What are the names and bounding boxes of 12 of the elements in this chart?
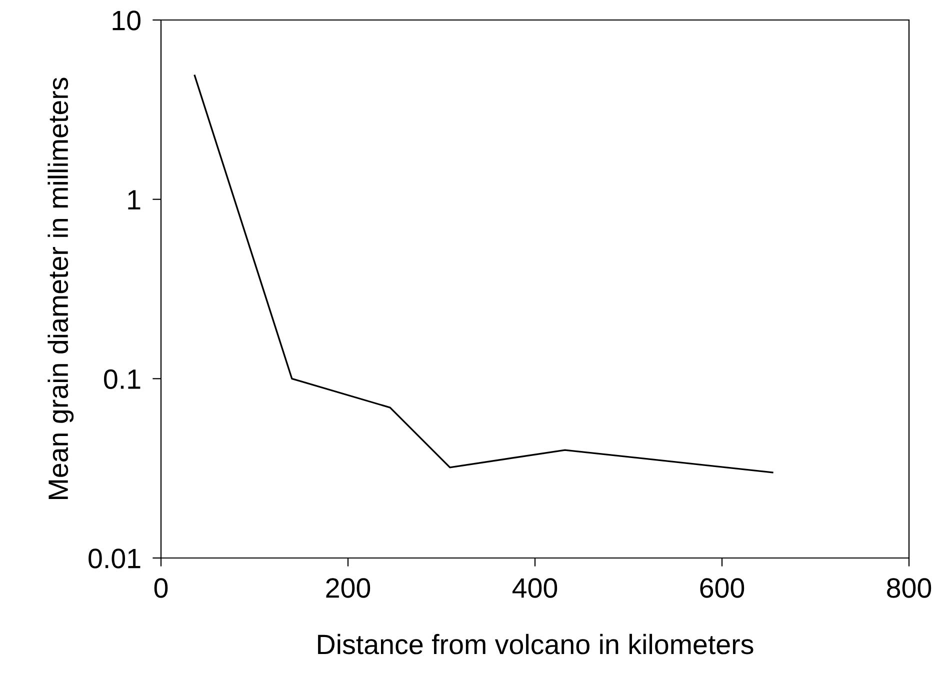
y-tick-label: 10 bbox=[112, 10, 140, 30]
y-tick-label: 0.01 bbox=[88, 548, 140, 568]
x-tick-label: 400 bbox=[512, 578, 558, 598]
line-series bbox=[194, 74, 774, 474]
y-axis-title: Mean grain diameter in millimeters bbox=[48, 78, 74, 499]
x-axis-title: Distance from volcano in kilometers bbox=[318, 634, 754, 654]
x-tick-label: 200 bbox=[326, 578, 370, 598]
y-tick-label: 0.1 bbox=[104, 369, 140, 390]
y-tick-label: 1 bbox=[128, 190, 140, 210]
x-tick-label: 0 bbox=[154, 578, 168, 598]
x-tick-label: 800 bbox=[887, 578, 932, 598]
x-tick-label: 600 bbox=[700, 578, 744, 598]
